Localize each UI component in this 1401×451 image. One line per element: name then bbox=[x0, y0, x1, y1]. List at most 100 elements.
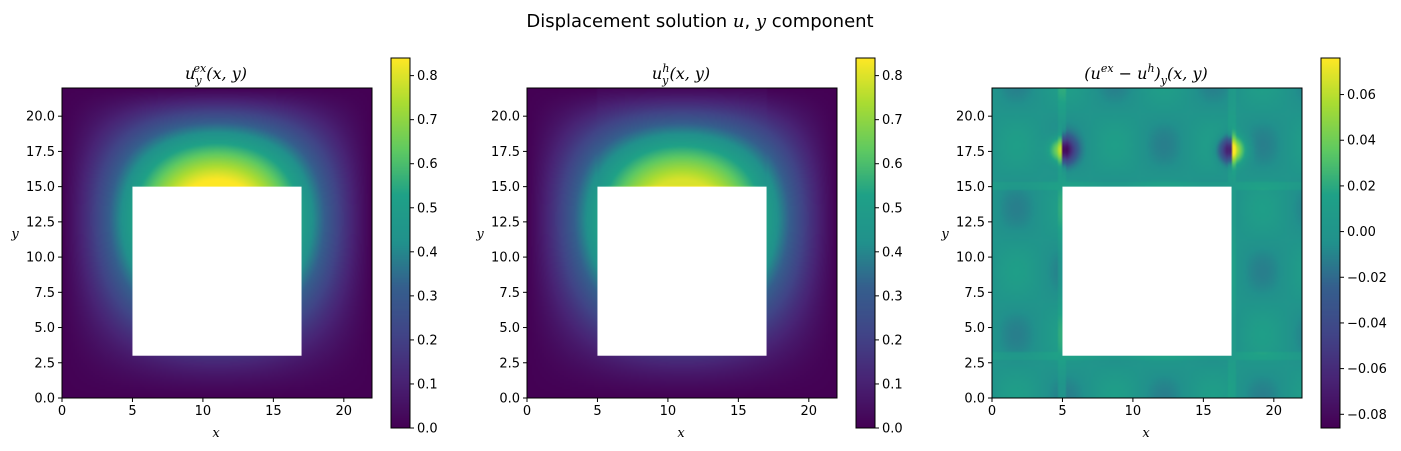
x-tick-label: 10 bbox=[195, 404, 212, 419]
y-tick-label: 7.5 bbox=[499, 286, 520, 301]
panel-error-colorbar-axis: −0.08 −0.06 −0.04 −0.02 0.00 0.02 0.04 0.06 bbox=[1340, 88, 1387, 423]
colorbar-tick-label: 0.3 bbox=[882, 289, 903, 304]
panel-approx-y-axis: 0.0 2.5 5.0 7.5 10.0 12.5 15.0 17.5 20.0 bbox=[491, 110, 527, 407]
x-tick-label: 20 bbox=[1266, 404, 1283, 419]
panel-exact-colorbar-axis: 0.0 0.1 0.2 0.3 0.4 0.5 0.6 0.7 0.8 bbox=[410, 69, 438, 437]
panel-exact-frame bbox=[61, 87, 373, 399]
y-tick-label: 20.0 bbox=[956, 110, 985, 125]
y-tick-label: 5.0 bbox=[499, 321, 520, 336]
x-tick-label: 0 bbox=[988, 404, 996, 419]
x-tick-label: 5 bbox=[128, 404, 136, 419]
panel-approx-frame bbox=[526, 87, 838, 399]
panel-exact-hole bbox=[132, 186, 302, 356]
x-tick-label: 10 bbox=[1125, 404, 1142, 419]
panel-exact-colorbar-frame bbox=[390, 57, 411, 429]
y-tick-label: 12.5 bbox=[491, 215, 520, 230]
y-tick-label: 12.5 bbox=[26, 215, 55, 230]
panel-error-y-axis: 0.0 2.5 5.0 7.5 10.0 12.5 15.0 17.5 20.0 bbox=[956, 110, 992, 407]
colorbar-tick-label: 0.6 bbox=[882, 157, 903, 172]
colorbar-tick-label: −0.08 bbox=[1347, 408, 1387, 423]
panel-exact-title: uyex(x, y) bbox=[185, 62, 247, 87]
x-tick-label: 10 bbox=[660, 404, 677, 419]
y-tick-label: 2.5 bbox=[499, 356, 520, 371]
y-tick-label: 7.5 bbox=[34, 286, 55, 301]
colorbar-tick-label: −0.04 bbox=[1347, 316, 1387, 331]
y-tick-label: 15.0 bbox=[26, 180, 55, 195]
colorbar-tick-label: 0.2 bbox=[417, 333, 438, 348]
x-tick-label: 20 bbox=[801, 404, 818, 419]
panel-error-frame bbox=[991, 87, 1303, 399]
colorbar-tick-label: 0.02 bbox=[1347, 179, 1376, 194]
x-tick-label: 15 bbox=[1195, 404, 1212, 419]
colorbar-tick-label: 0.3 bbox=[417, 289, 438, 304]
y-tick-label: 5.0 bbox=[964, 321, 985, 336]
y-tick-label: 20.0 bbox=[26, 110, 55, 125]
panel-approx: uyh(x, y) 0 5 10 15 20 0.0 2.5 5.0 7.5 10.0 12.5 1… bbox=[475, 57, 903, 441]
colorbar-tick-label: 0.1 bbox=[882, 377, 903, 392]
panel-approx-colorbar bbox=[856, 58, 875, 428]
x-tick-label: 5 bbox=[1058, 404, 1066, 419]
x-tick-label: 20 bbox=[336, 404, 353, 419]
colorbar-tick-label: 0.8 bbox=[882, 69, 903, 84]
panel-error-colorbar bbox=[1321, 58, 1340, 428]
colorbar-tick-label: 0.8 bbox=[417, 69, 438, 84]
panel-approx-xlabel: x bbox=[677, 426, 685, 441]
y-tick-label: 15.0 bbox=[491, 180, 520, 195]
y-tick-label: 2.5 bbox=[34, 356, 55, 371]
y-tick-label: 10.0 bbox=[491, 251, 520, 266]
panel-exact-ylabel: y bbox=[10, 227, 19, 242]
colorbar-tick-label: 0.4 bbox=[882, 245, 903, 260]
colorbar-tick-label: 0.6 bbox=[417, 157, 438, 172]
y-tick-label: 10.0 bbox=[26, 251, 55, 266]
figure-suptitle: Displacement solution u, y component bbox=[526, 11, 873, 32]
colorbar-tick-label: 0.2 bbox=[882, 333, 903, 348]
panel-approx-colorbar-axis: 0.0 0.1 0.2 0.3 0.4 0.5 0.6 0.7 0.8 bbox=[875, 69, 903, 437]
panel-error-xlabel: x bbox=[1142, 426, 1150, 441]
y-tick-label: 17.5 bbox=[26, 145, 55, 160]
colorbar-tick-label: 0.00 bbox=[1347, 225, 1376, 240]
x-tick-label: 5 bbox=[593, 404, 601, 419]
panel-error-x-axis: 0 5 10 15 20 bbox=[988, 398, 1282, 419]
y-tick-label: 12.5 bbox=[956, 215, 985, 230]
colorbar-tick-label: 0.7 bbox=[882, 113, 903, 128]
panel-exact-xlabel: x bbox=[212, 426, 220, 441]
colorbar-tick-label: 0.7 bbox=[417, 113, 438, 128]
y-tick-label: 0.0 bbox=[964, 392, 985, 407]
y-tick-label: 17.5 bbox=[956, 145, 985, 160]
colorbar-tick-label: 0.4 bbox=[417, 245, 438, 260]
panel-exact: uyex(x, y) 0 5 10 15 20 0.0 2.5 5.0 7.5 10.0 12.5… bbox=[10, 57, 438, 441]
panel-approx-x-axis: 0 5 10 15 20 bbox=[523, 398, 817, 419]
colorbar-tick-label: 0.1 bbox=[417, 377, 438, 392]
panel-approx-colorbar-frame bbox=[855, 57, 876, 429]
panel-error-colorbar-frame bbox=[1320, 57, 1341, 429]
panel-approx-title: uyh(x, y) bbox=[652, 62, 710, 87]
colorbar-tick-label: 0.5 bbox=[882, 201, 903, 216]
y-tick-label: 0.0 bbox=[34, 392, 55, 407]
colorbar-tick-label: 0.0 bbox=[417, 422, 438, 437]
colorbar-tick-label: 0.06 bbox=[1347, 88, 1376, 103]
colorbar-tick-label: 0.04 bbox=[1347, 134, 1376, 149]
panel-error-hole bbox=[1062, 186, 1232, 356]
y-tick-label: 20.0 bbox=[491, 110, 520, 125]
panel-approx-ylabel: y bbox=[475, 227, 484, 242]
y-tick-label: 5.0 bbox=[34, 321, 55, 336]
y-tick-label: 0.0 bbox=[499, 392, 520, 407]
panel-approx-hole bbox=[597, 186, 767, 356]
y-tick-label: 15.0 bbox=[956, 180, 985, 195]
panel-error-title: (uex − uh)y(x, y) bbox=[1084, 62, 1207, 87]
x-tick-label: 15 bbox=[730, 404, 747, 419]
colorbar-tick-label: 0.5 bbox=[417, 201, 438, 216]
colorbar-tick-label: −0.06 bbox=[1347, 362, 1387, 377]
y-tick-label: 10.0 bbox=[956, 251, 985, 266]
panel-error: (uex − uh)y(x, y) 0 5 10 15 20 0.0 2.5 5.0 7.5 1… bbox=[940, 57, 1387, 441]
colorbar-tick-label: −0.02 bbox=[1347, 271, 1387, 286]
y-tick-label: 2.5 bbox=[964, 356, 985, 371]
x-tick-label: 0 bbox=[523, 404, 531, 419]
y-tick-label: 17.5 bbox=[491, 145, 520, 160]
colorbar-tick-label: 0.0 bbox=[882, 422, 903, 437]
panel-exact-colorbar bbox=[391, 58, 410, 428]
x-tick-label: 15 bbox=[265, 404, 282, 419]
panel-exact-x-axis: 0 5 10 15 20 bbox=[58, 398, 352, 419]
panel-exact-y-axis: 0.0 2.5 5.0 7.5 10.0 12.5 15.0 17.5 20.0 bbox=[26, 110, 62, 407]
